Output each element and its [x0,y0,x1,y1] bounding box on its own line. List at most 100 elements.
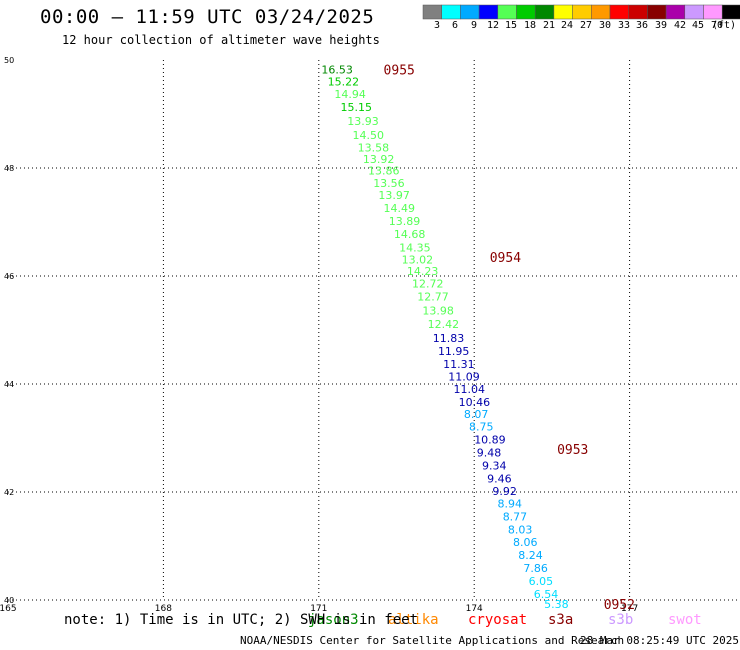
legend-label: 9 [470,20,478,31]
wave-height-point: 16.53 [321,64,353,77]
legend-label: 39 [654,20,668,31]
satellite-s3b: s3b [608,612,634,628]
x-tick-label: 165 [0,604,17,614]
legend-swatch [647,4,667,20]
wave-height-point: 14.94 [334,88,366,101]
data-points: 16.5315.2214.9415.1513.9314.5013.5813.92… [321,64,568,611]
y-tick-label: 44 [4,380,14,389]
wave-height-point: 11.83 [433,332,465,345]
x-tick-label: 171 [310,604,327,614]
legend-label: 45 [691,20,705,31]
legend-swatch [441,4,461,20]
note-text: note: 1) Time is in UTC; 2) SWH is in fe… [64,612,419,628]
x-tick-label: 174 [466,604,483,614]
time-label: 0953 [557,443,588,458]
wave-height-point: 13.98 [422,305,454,318]
wave-height-point: 14.68 [394,228,426,241]
legend-swatch [553,4,573,20]
wave-height-point: 13.93 [347,115,379,128]
wave-height-point: 10.89 [474,434,506,447]
chart-subtitle: 12 hour collection of altimeter wave hei… [62,33,380,47]
wave-height-point: 7.86 [523,562,548,575]
legend-label: 30 [598,20,612,31]
satellite-legend: jason3 altika cryosat s3a s3b swot [0,612,740,630]
wave-height-point: 13.97 [378,189,410,202]
time-label: 0954 [490,251,521,266]
legend-swatch [478,4,499,20]
x-tick-label: 177 [621,604,638,614]
wave-height-point: 9.46 [487,473,512,486]
legend-label: 33 [617,20,631,31]
legend-swatch [609,4,629,20]
legend-label: 18 [523,20,537,31]
y-tick-label: 48 [4,164,14,173]
wave-height-point: 15.22 [328,76,360,89]
wave-height-point: 13.86 [368,165,400,178]
wave-height-point: 11.31 [443,358,475,371]
wave-height-point: 13.89 [389,215,421,228]
legend-label: 21 [542,20,556,31]
wave-height-point: 9.48 [477,447,502,460]
legend-swatch [497,4,517,20]
chart-title: 00:00 – 11:59 UTC 03/24/2025 [40,6,375,28]
wave-height-point: 10.46 [459,396,491,409]
legend-label: 6 [451,20,459,31]
color-legend [422,4,740,20]
wave-height-point: 8.94 [498,497,523,510]
legend-swatch [628,4,648,20]
wave-height-point: 11.09 [448,370,480,383]
wave-height-point: 9.92 [492,485,516,498]
legend-swatch [591,4,611,20]
y-tick-label: 46 [4,272,14,281]
legend-swatch [721,4,740,20]
x-tick-label: 168 [155,604,172,614]
legend-swatch [422,4,442,20]
wave-height-point: 14.35 [399,241,431,254]
legend-unit: (ft) [712,20,737,31]
legend-label: 27 [579,20,593,31]
legend-label: 12 [486,20,500,31]
wave-height-point: 9.34 [482,460,507,473]
wave-height-point: 12.72 [412,278,444,291]
wave-height-point: 12.77 [417,291,449,304]
satellite-cryosat: cryosat [468,612,528,628]
footer-credit: NOAA/NESDIS Center for Satellite Applica… [240,634,625,647]
legend-label: 15 [504,20,518,31]
wave-height-point: 13.56 [373,177,405,190]
wave-height-point: 6.05 [529,575,554,588]
axis-ticks: 165 168 171 174 177 40 42 44 46 48 50 [0,56,638,614]
wave-height-point: 14.23 [407,265,439,278]
wave-height-point: 13.02 [402,253,434,266]
time-label: 0955 [384,64,415,79]
legend-swatch [572,4,592,20]
legend-label: 36 [635,20,649,31]
legend-label: 42 [673,20,687,31]
satellite-altika: altika [388,612,439,628]
wave-height-point: 8.77 [503,510,528,523]
time-label: 0952 [604,598,635,613]
wave-height-point: 8.75 [469,421,494,434]
wave-height-point: 8.24 [518,549,543,562]
wave-height-point: 8.03 [508,523,533,536]
wave-height-point: 5.38 [544,598,569,611]
y-tick-label: 50 [4,56,14,65]
satellite-jason3: jason3 [308,612,359,628]
wave-height-point: 11.95 [438,345,470,358]
wave-height-point: 14.49 [384,202,416,215]
wave-height-point: 8.06 [513,536,538,549]
legend-swatch [516,4,536,20]
wave-height-point: 12.42 [428,318,460,331]
wave-height-point: 8.07 [464,408,489,421]
legend-label: 70 [710,20,724,31]
legend-label: 3 [433,20,441,31]
legend-label: 24 [560,20,574,31]
legend-swatch [534,4,555,20]
y-tick-label: 42 [4,488,14,497]
wave-height-point: 14.50 [352,129,384,142]
legend-swatch [684,4,704,20]
y-tick-label: 40 [4,596,14,605]
legend-swatch [460,4,480,20]
wave-height-point: 6.54 [534,588,559,601]
legend-swatch [665,4,686,20]
